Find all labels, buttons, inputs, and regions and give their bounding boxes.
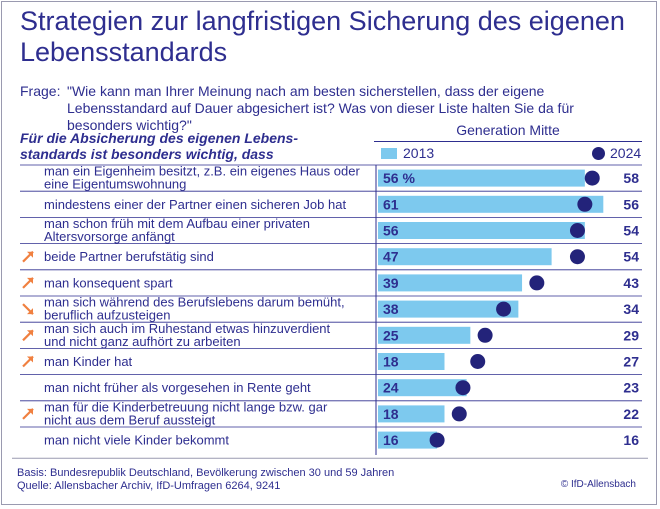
row-label: man für die Kinderbetreuung nicht lange … [44, 399, 328, 414]
bar-value-label: 38 [383, 301, 399, 317]
dot-value-label: 22 [623, 406, 639, 422]
row-label: beruflich aufzusteigen [44, 308, 170, 323]
footer-copyright: © IfD-Allensbach [560, 479, 636, 490]
dot-2024 [584, 170, 600, 186]
trend-up-arrow-icon [22, 355, 34, 368]
bar-2013 [378, 326, 471, 344]
trend-up-arrow-icon [22, 408, 34, 420]
row-label: man konsequent spart [44, 275, 173, 290]
row-label: man nicht viele Kinder bekommt [44, 433, 229, 448]
row-label: man sich während des Berufslebens darum … [44, 295, 345, 310]
bar-value-label: 25 [383, 327, 399, 343]
legend-swatch-2024 [592, 147, 605, 160]
dot-value-label: 43 [623, 275, 639, 291]
row-label: beide Partner berufstätig sind [44, 249, 214, 264]
dot-value-label: 54 [623, 249, 639, 265]
row-label: man sich auch im Ruhestand etwas hinzuve… [44, 321, 331, 336]
bar-value-label: 18 [383, 354, 399, 370]
bar-2013 [378, 405, 445, 423]
dot-2024 [470, 354, 486, 369]
trend-up-arrow-icon [22, 250, 34, 263]
dot-value-label: 27 [623, 354, 639, 370]
bar-2013 [378, 248, 552, 266]
bar-value-label: 18 [383, 406, 399, 422]
dot-value-label: 56 [623, 196, 639, 212]
question-label: Frage: [20, 83, 61, 99]
dot-2024 [451, 406, 467, 422]
dot-value-label: 23 [623, 380, 639, 396]
dot-2024 [477, 327, 493, 343]
bar-value-label: 24 [383, 380, 399, 396]
bar-2013 [378, 195, 604, 213]
dot-2024 [569, 249, 585, 265]
trend-up-arrow-icon [22, 277, 34, 289]
bar-2013 [378, 353, 445, 370]
bar-2013 [378, 431, 438, 449]
bar-2013 [378, 169, 585, 187]
bar-value-label: 39 [383, 275, 399, 291]
bar-value-label: 56 [383, 223, 399, 239]
bar-value-label: 61 [383, 196, 399, 212]
dot-value-label: 16 [623, 432, 639, 448]
chart-title: Strategien zur langfristigen Sicherung d… [20, 6, 625, 67]
row-label: man nicht früher als vorgesehen in Rente… [44, 380, 311, 395]
row-label: man Kinder hat [44, 354, 133, 369]
group-label: Generation Mitte [456, 122, 560, 138]
footer-basis: Basis: Bundesrepublik Deutschland, Bevöl… [17, 467, 395, 479]
dot-2024 [429, 432, 445, 448]
bar-2013 [378, 379, 467, 397]
bar-2013 [378, 300, 519, 318]
dot-2024 [496, 301, 512, 317]
bar-value-label: 16 [383, 432, 399, 448]
row-label: und nicht ganz aufhört zu arbeiten [44, 334, 241, 349]
trend-up-arrow-icon [22, 329, 34, 342]
bar-2013 [378, 222, 585, 239]
dot-2024 [529, 275, 545, 291]
dot-value-label: 58 [623, 170, 639, 186]
row-label: nicht aus dem Beruf aussteigt [44, 412, 216, 427]
bar-value-label: 47 [383, 249, 399, 265]
bar-2013 [378, 274, 523, 292]
chart-subheading: Für die Absicherung des eigenen Lebens-s… [20, 130, 298, 162]
trend-down-arrow-icon [22, 303, 34, 315]
dot-value-label: 54 [623, 223, 639, 239]
dot-2024 [569, 223, 585, 238]
legend-swatch-2013 [381, 148, 397, 159]
row-label: man schon früh mit dem Aufbau einer priv… [44, 216, 310, 231]
bar-value-label: 56 % [383, 170, 415, 186]
row-label: eine Eigentumswohnung [44, 177, 186, 192]
row-label: man ein Eigenheim besitzt, z.B. ein eige… [44, 164, 360, 179]
dot-2024 [577, 196, 593, 212]
legend-label-2013: 2013 [403, 145, 435, 161]
dot-value-label: 34 [623, 301, 639, 317]
group-rule [374, 141, 642, 142]
row-label: Altersvorsorge anfängt [44, 229, 175, 244]
footer-source: Quelle: Allensbacher Archiv, IfD-Umfrage… [17, 480, 281, 492]
question-text: "Wie kann man Ihrer Meinung nach am best… [67, 83, 574, 133]
legend-label-2024: 2024 [610, 145, 642, 161]
row-label: mindestens einer der Partner einen siche… [44, 197, 346, 212]
dot-value-label: 29 [623, 327, 639, 343]
dot-2024 [455, 380, 471, 396]
